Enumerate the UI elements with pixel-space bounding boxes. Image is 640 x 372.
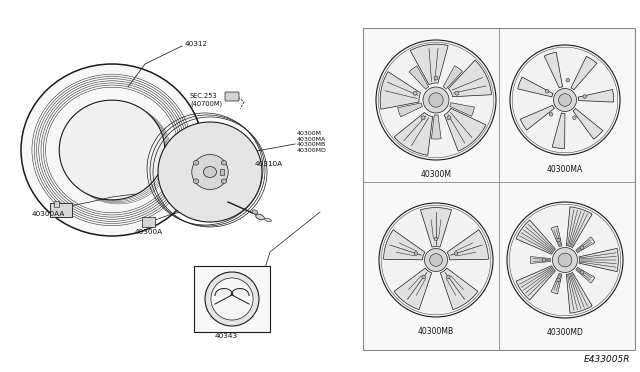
Ellipse shape (264, 218, 271, 222)
Circle shape (455, 91, 459, 95)
Ellipse shape (193, 160, 199, 165)
Circle shape (379, 203, 493, 317)
Polygon shape (444, 108, 486, 151)
Circle shape (421, 116, 425, 120)
Polygon shape (566, 272, 592, 313)
Circle shape (507, 202, 623, 318)
Text: 40343: 40343 (215, 333, 238, 339)
Ellipse shape (221, 160, 227, 165)
Ellipse shape (193, 179, 199, 183)
Circle shape (447, 275, 450, 279)
Polygon shape (440, 268, 478, 310)
Ellipse shape (21, 64, 203, 236)
Circle shape (434, 237, 438, 241)
Polygon shape (394, 112, 433, 155)
Ellipse shape (221, 179, 227, 183)
Polygon shape (518, 77, 553, 97)
Polygon shape (551, 226, 562, 247)
Circle shape (549, 113, 553, 116)
Polygon shape (576, 237, 595, 253)
Polygon shape (516, 266, 556, 300)
Circle shape (429, 254, 442, 266)
Text: 40300A: 40300A (135, 229, 163, 235)
Ellipse shape (192, 154, 228, 189)
Text: 40300AA: 40300AA (32, 211, 65, 217)
Polygon shape (573, 109, 603, 139)
Text: E433005R: E433005R (584, 355, 630, 364)
Circle shape (559, 94, 572, 106)
Polygon shape (531, 257, 550, 263)
Circle shape (413, 91, 417, 95)
FancyBboxPatch shape (220, 169, 224, 175)
Text: 40300M: 40300M (420, 170, 451, 179)
Ellipse shape (60, 100, 164, 200)
Polygon shape (579, 248, 618, 272)
Circle shape (447, 116, 451, 120)
Circle shape (423, 87, 449, 113)
Polygon shape (576, 267, 595, 283)
Text: SEC.253
(40700M): SEC.253 (40700M) (190, 93, 222, 107)
Polygon shape (516, 220, 556, 254)
FancyBboxPatch shape (54, 201, 59, 207)
Ellipse shape (158, 122, 262, 222)
Polygon shape (431, 115, 441, 139)
Circle shape (580, 270, 584, 274)
Circle shape (205, 272, 259, 326)
Text: 40310A: 40310A (255, 161, 283, 167)
Circle shape (545, 89, 549, 93)
Circle shape (554, 89, 577, 112)
Polygon shape (383, 230, 425, 260)
FancyBboxPatch shape (194, 266, 270, 332)
FancyBboxPatch shape (50, 203, 72, 217)
Bar (363, 28, 635, 350)
Polygon shape (443, 65, 463, 89)
Circle shape (510, 45, 620, 155)
Circle shape (422, 275, 426, 279)
Circle shape (542, 258, 546, 262)
Polygon shape (578, 90, 614, 102)
Circle shape (424, 248, 447, 272)
Circle shape (211, 278, 253, 320)
Polygon shape (394, 268, 431, 310)
Text: 40300MB: 40300MB (418, 327, 454, 336)
Ellipse shape (256, 214, 264, 220)
Polygon shape (520, 105, 554, 130)
Circle shape (583, 95, 586, 98)
Text: 40300MA: 40300MA (547, 165, 583, 174)
Polygon shape (397, 103, 422, 117)
Text: 40300MD: 40300MD (547, 328, 584, 337)
Text: 40300M
40300MA
40300MB
40300MD: 40300M 40300MA 40300MB 40300MD (297, 131, 327, 153)
Circle shape (573, 116, 576, 119)
Polygon shape (409, 66, 429, 89)
Circle shape (376, 40, 496, 160)
Circle shape (580, 246, 584, 250)
Circle shape (552, 247, 577, 273)
Polygon shape (544, 52, 563, 88)
Ellipse shape (252, 210, 258, 214)
Polygon shape (410, 44, 448, 84)
Circle shape (454, 252, 458, 255)
Circle shape (429, 93, 443, 107)
Polygon shape (450, 103, 474, 116)
Polygon shape (380, 71, 420, 109)
Polygon shape (552, 113, 565, 148)
Circle shape (434, 76, 438, 80)
Polygon shape (449, 60, 492, 97)
Text: 40312: 40312 (185, 41, 208, 47)
FancyBboxPatch shape (225, 92, 239, 101)
Ellipse shape (204, 167, 216, 177)
Polygon shape (420, 208, 451, 247)
FancyBboxPatch shape (142, 217, 155, 227)
Circle shape (558, 253, 572, 267)
Circle shape (557, 238, 560, 242)
Circle shape (566, 78, 570, 82)
Circle shape (414, 252, 418, 255)
Polygon shape (571, 57, 597, 90)
Circle shape (557, 278, 560, 282)
Polygon shape (566, 207, 592, 247)
Polygon shape (551, 273, 562, 294)
Polygon shape (447, 230, 488, 260)
